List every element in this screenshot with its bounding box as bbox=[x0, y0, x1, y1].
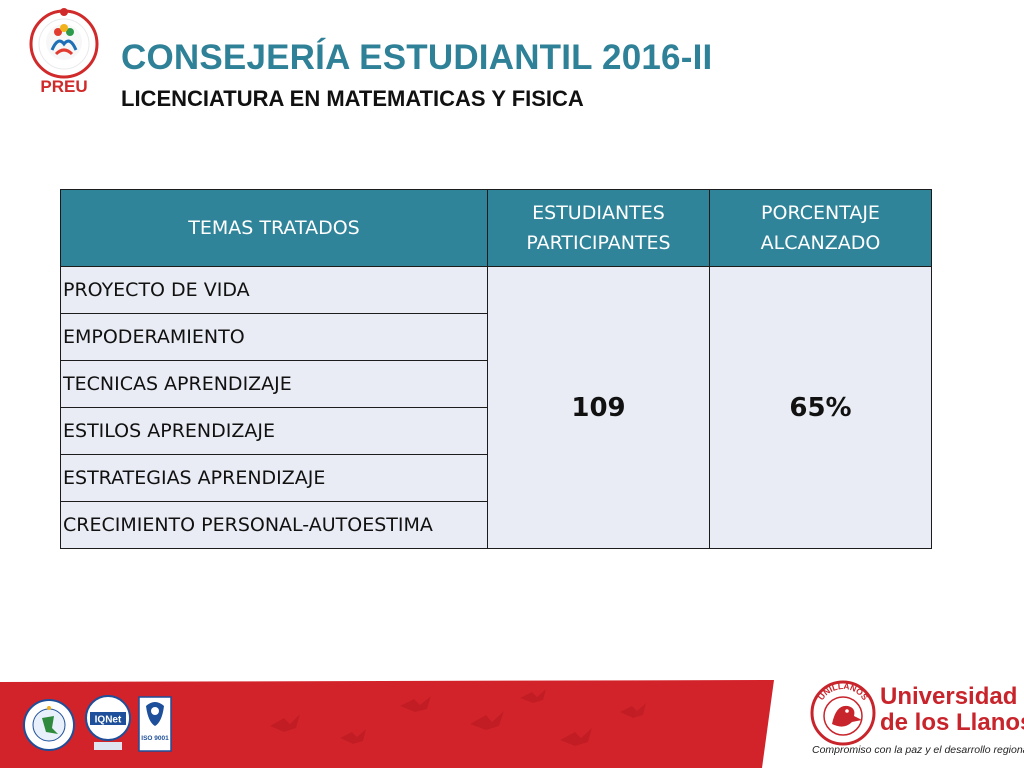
svg-text:ISO 9001: ISO 9001 bbox=[141, 735, 169, 742]
university-name-line-1: Universidad bbox=[880, 683, 1018, 710]
table-row: EMPODERAMIENTO bbox=[60, 313, 932, 361]
svg-text:IQNet: IQNet bbox=[95, 715, 122, 726]
header-participants: ESTUDIANTES PARTICIPANTES bbox=[487, 189, 710, 267]
header-topics: TEMAS TRATADOS bbox=[60, 189, 488, 267]
topic-cell: PROYECTO DE VIDA bbox=[60, 266, 488, 314]
iso-9001-certification-icon: ISO 9001 bbox=[138, 696, 172, 752]
bird-silhouettes-icon bbox=[270, 689, 646, 746]
topic-cell: ESTILOS APRENDIZAJE bbox=[60, 407, 488, 455]
topic-cell: ESTRATEGIAS APRENDIZAJE bbox=[60, 454, 488, 502]
table-row: ESTILOS APRENDIZAJE bbox=[60, 407, 932, 455]
university-slogan: Compromiso con la paz y el desarrollo re… bbox=[812, 744, 1024, 756]
topic-cell: TECNICAS APRENDIZAJE bbox=[60, 360, 488, 408]
unillanos-logo: UNILLANOS bbox=[810, 680, 876, 746]
table-row: CRECIMIENTO PERSONAL-AUTOESTIMA bbox=[60, 501, 932, 549]
topic-cell: EMPODERAMIENTO bbox=[60, 313, 488, 361]
page-title: CONSEJERÍA ESTUDIANTIL 2016-II bbox=[121, 38, 713, 77]
footer-band bbox=[0, 680, 774, 768]
university-name-line-2: de los Llanos bbox=[880, 709, 1024, 736]
iqnet-certification-icon: IQNet bbox=[85, 695, 131, 750]
participants-value: 109 bbox=[487, 266, 710, 549]
table-header-row: TEMAS TRATADOS ESTUDIANTES PARTICIPANTES… bbox=[60, 189, 932, 267]
results-table: TEMAS TRATADOS ESTUDIANTES PARTICIPANTES… bbox=[60, 189, 932, 549]
university-name: Universidad de los Llanos bbox=[880, 684, 1024, 736]
table-row: ESTRATEGIAS APRENDIZAJE bbox=[60, 454, 932, 502]
table-row: PROYECTO DE VIDA 109 65% bbox=[60, 266, 932, 549]
certified-seal-icon bbox=[23, 699, 75, 751]
svg-text:PREU: PREU bbox=[40, 77, 87, 96]
page-subtitle: LICENCIATURA EN MATEMATICAS Y FISICA bbox=[121, 86, 584, 111]
header-percentage: PORCENTAJE ALCANZADO bbox=[709, 189, 932, 267]
topic-cell: CRECIMIENTO PERSONAL-AUTOESTIMA bbox=[60, 501, 488, 549]
percentage-value: 65% bbox=[709, 266, 932, 549]
table-row: TECNICAS APRENDIZAJE bbox=[60, 360, 932, 408]
preu-logo: PREU bbox=[29, 8, 99, 96]
